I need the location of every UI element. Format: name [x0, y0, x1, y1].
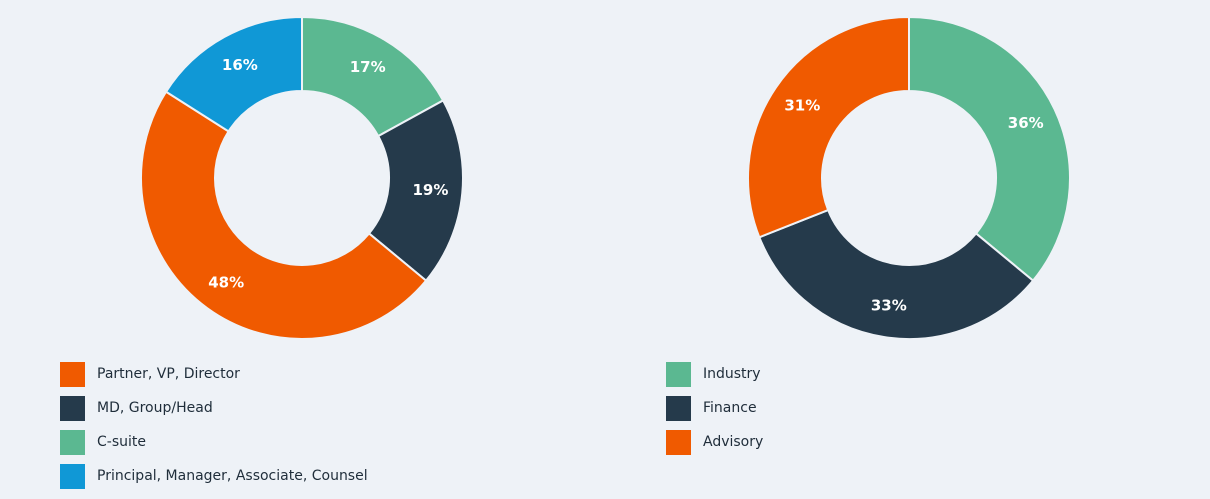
legend-swatch	[666, 361, 691, 387]
slice-partner-vp-director	[140, 90, 428, 340]
data-label-principal-manager-associate-counsel: 16%	[222, 56, 258, 74]
background-legend: Industry Finance Advisory	[666, 361, 763, 463]
legend-label: Advisory	[703, 434, 764, 450]
legend-swatch	[666, 429, 691, 455]
legend-label: Finance	[703, 400, 757, 416]
legend-item-partner: Partner, VP, Director	[60, 361, 368, 387]
legend-item-principal: Principal, Manager, Associate, Counsel	[60, 463, 368, 489]
legend-label: Industry	[703, 366, 761, 382]
data-label-c-suite: 17%	[350, 58, 386, 76]
slice-principal-manager-associate-counsel	[164, 15, 303, 133]
legend-item-advisory: Advisory	[666, 429, 763, 455]
legend-swatch	[60, 463, 85, 489]
seniority-legend: Partner, VP, Director MD, Group/Head C-s…	[60, 361, 368, 497]
slice-industry	[908, 15, 1071, 283]
legend-swatch	[60, 361, 85, 387]
slice-md-group-head	[367, 99, 464, 283]
data-label-industry: 36%	[1008, 114, 1044, 132]
data-label-finance: 33%	[871, 296, 907, 314]
legend-item-md: MD, Group/Head	[60, 395, 368, 421]
legend-swatch	[666, 395, 691, 421]
legend-item-finance: Finance	[666, 395, 763, 421]
legend-label: Principal, Manager, Associate, Counsel	[97, 468, 368, 484]
data-label-advisory: 31%	[784, 96, 820, 114]
seniority-donut-chart: 17% 19% 48% 16%	[140, 15, 464, 340]
legend-label: C-suite	[97, 434, 146, 450]
legend-label: Partner, VP, Director	[97, 366, 240, 382]
legend-label: MD, Group/Head	[97, 400, 213, 416]
data-label-md-group-head: 19%	[412, 181, 448, 199]
legend-item-industry: Industry	[666, 361, 763, 387]
slice-advisory	[747, 15, 910, 239]
data-label-partner-vp-director: 48%	[208, 273, 244, 291]
slice-c-suite	[301, 15, 445, 138]
background-donut-chart: 36% 33% 31%	[747, 15, 1071, 340]
legend-item-csuite: C-suite	[60, 429, 368, 455]
legend-swatch	[60, 429, 85, 455]
legend-swatch	[60, 395, 85, 421]
slice-finance	[758, 208, 1035, 340]
